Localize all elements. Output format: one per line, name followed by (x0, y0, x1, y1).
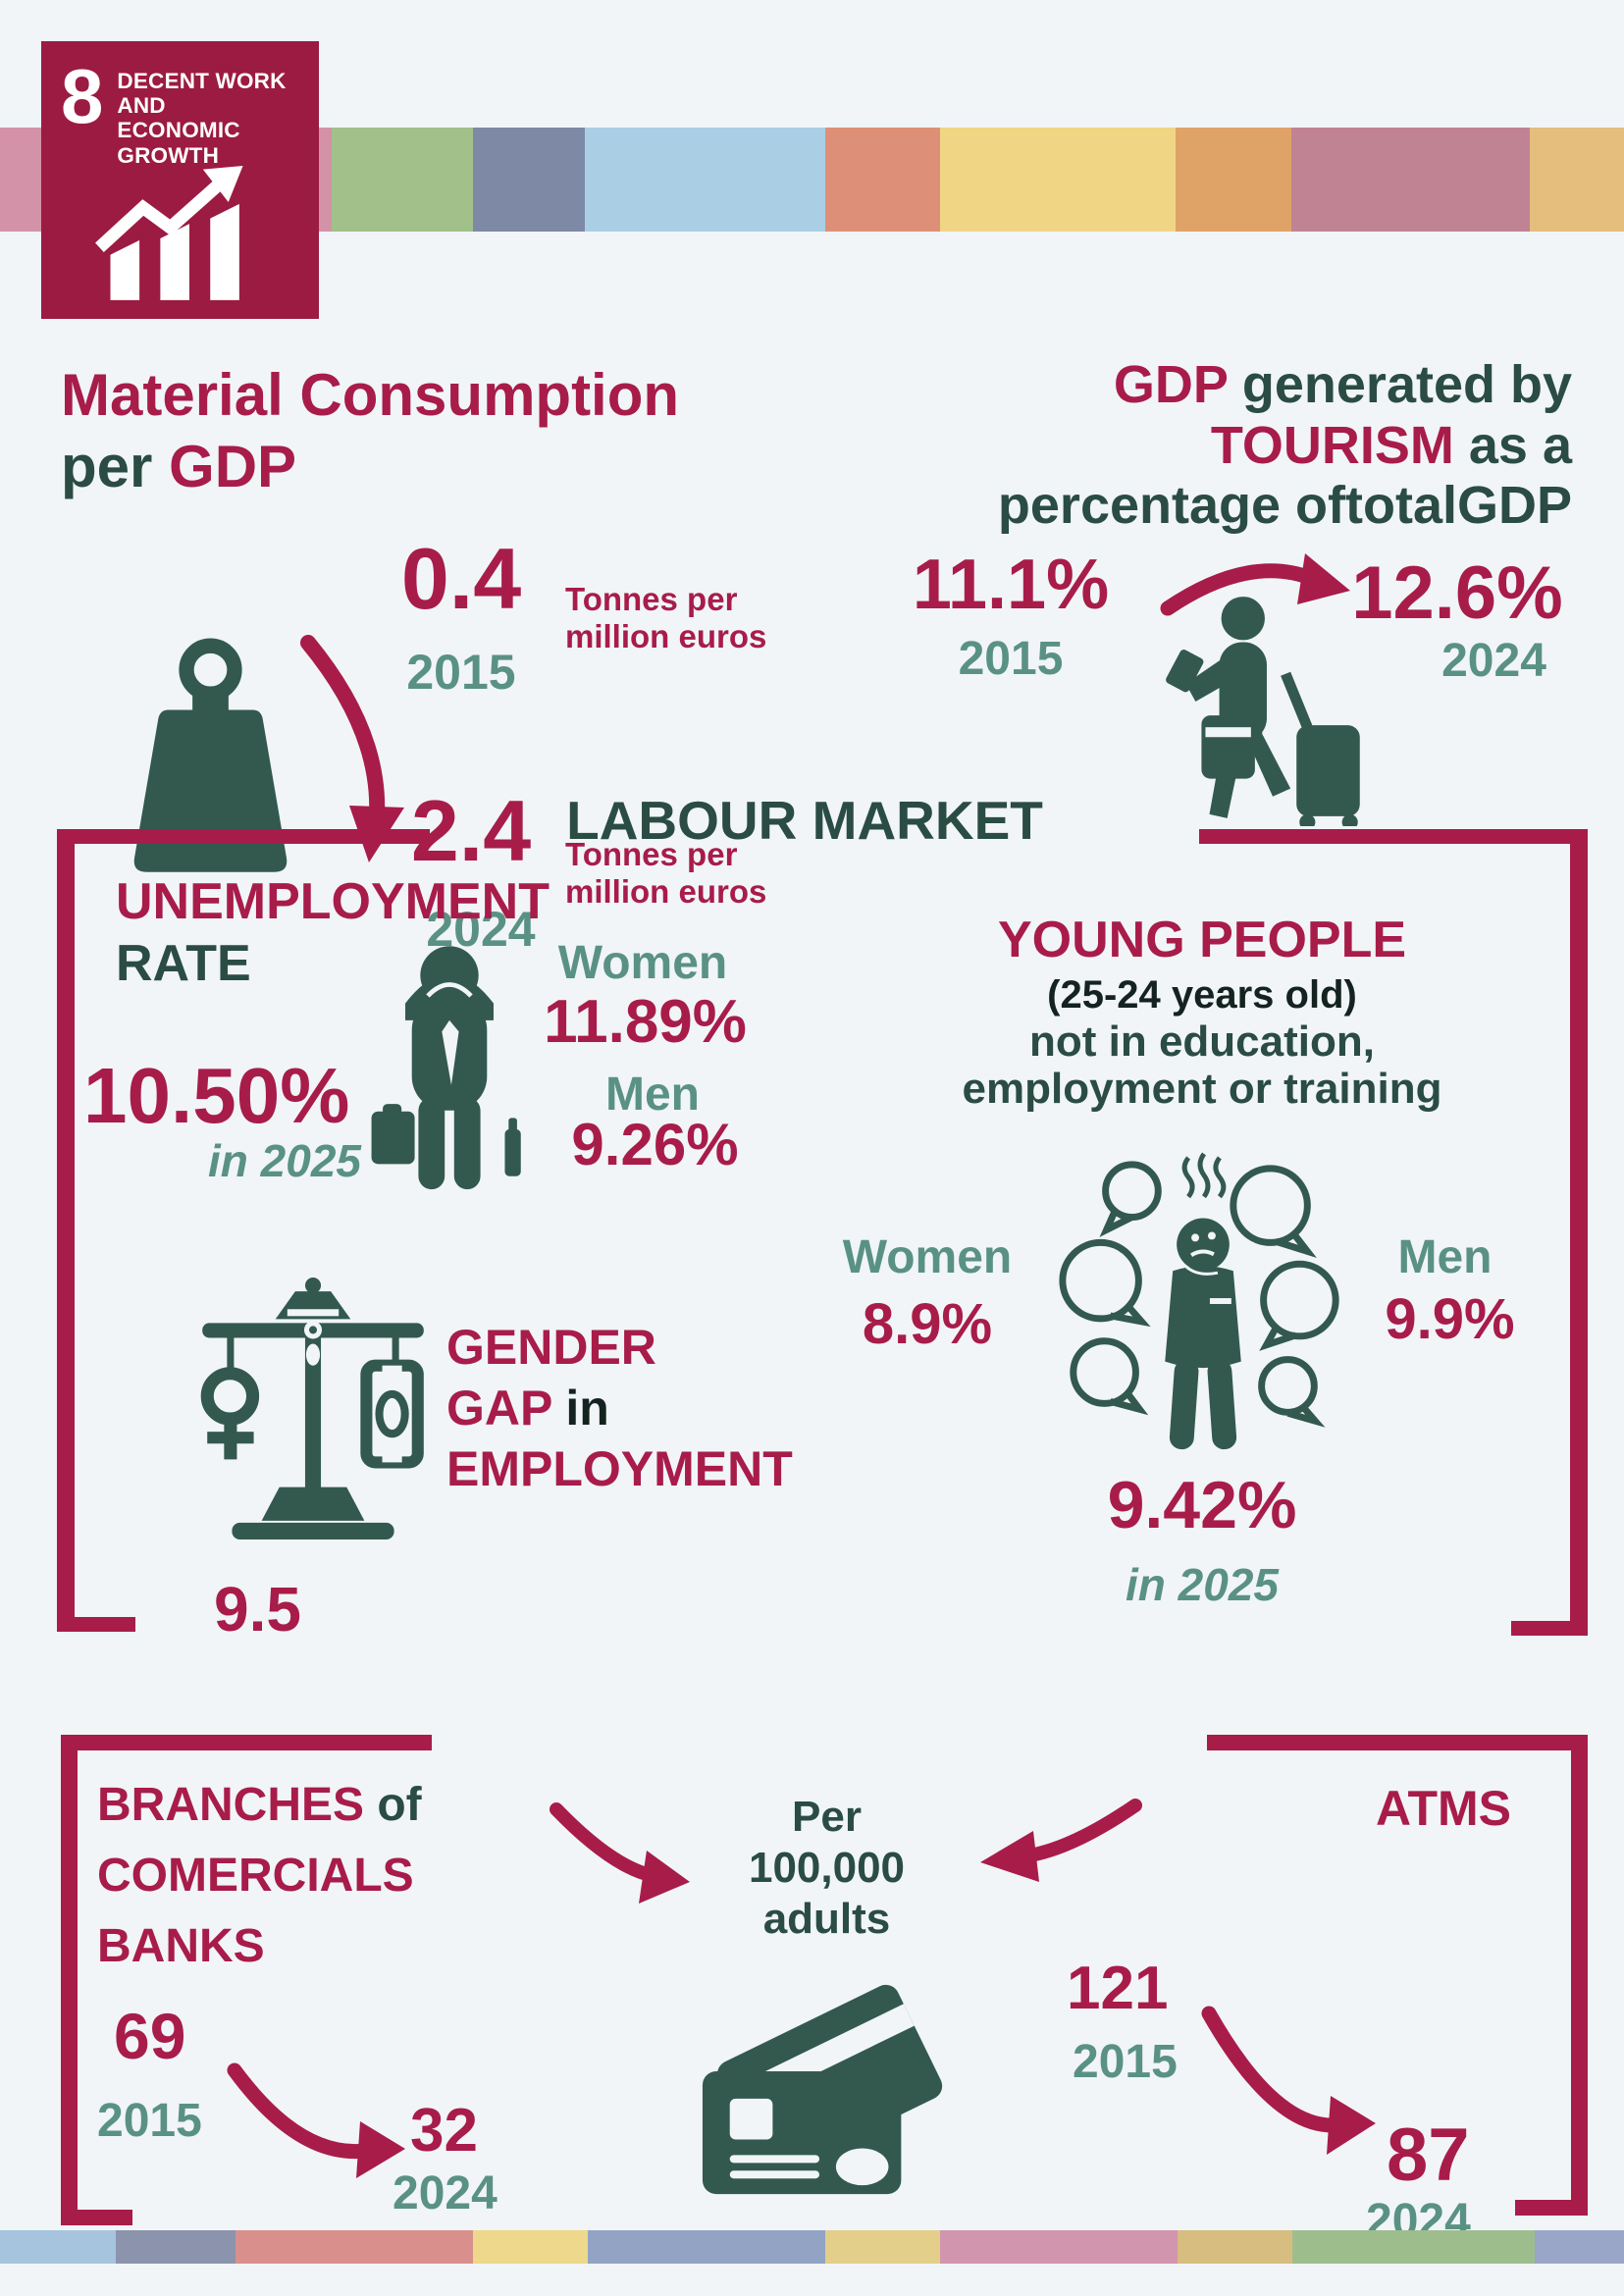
unemployment-total: 10.50% (83, 1052, 350, 1139)
unemployment-title-2: RATE (116, 935, 251, 992)
credit-cards-icon (702, 1984, 943, 2195)
top-color-strip (0, 128, 1624, 232)
atms-bracket-vertical (1571, 1735, 1588, 2216)
strip-segment (331, 128, 473, 232)
neet-line2: not in education, (1029, 1018, 1375, 1066)
unemployment-women-label: Women (557, 937, 728, 989)
labour-market-heading: LABOUR MARKET (566, 790, 1043, 851)
strip-segment (0, 2230, 116, 2264)
tourism-2015-value: 11.1% (912, 546, 1110, 624)
labour-bracket-left-vertical (57, 829, 75, 1632)
labour-bracket-right-vertical (1570, 829, 1588, 1636)
strip-segment (824, 128, 941, 232)
atms-title: ATMS (1376, 1781, 1511, 1836)
neet-women-value: 8.9% (862, 1292, 993, 1356)
material-2015-unit: Tonnes per million euros (565, 581, 767, 654)
weight-icon (133, 638, 288, 872)
labour-bracket-left-top (57, 829, 430, 844)
tourism-2024-value: 12.6% (1351, 551, 1563, 635)
banks-2015-value: 69 (114, 2000, 186, 2072)
material-2015-value: 0.4 (400, 530, 522, 627)
atms-2024-value: 87 (1387, 2113, 1470, 2197)
material-title: Material Consumption per GDP (61, 362, 680, 500)
pointer-arrow-left-icon (550, 1802, 690, 1904)
atms-bracket-bottom (1515, 2200, 1588, 2216)
tourism-title: GDP generated by TOURISM as a percentage… (997, 355, 1572, 536)
strip-segment (235, 2230, 473, 2264)
labour-bracket-right-top (1199, 829, 1588, 844)
neet-men-value: 9.9% (1385, 1287, 1515, 1351)
neet-men-label: Men (1397, 1231, 1493, 1283)
banks-2015-year: 2015 (97, 2095, 202, 2147)
neet-person-icon (1059, 1152, 1339, 1450)
neet-subtitle: (25-24 years old) (1047, 973, 1357, 1017)
unemployment-men-value: 9.26% (571, 1112, 739, 1177)
strip-segment (115, 2230, 236, 2264)
strip-segment (472, 128, 585, 232)
strip-segment (1529, 128, 1624, 232)
neet-line3: employment or training (962, 1065, 1442, 1113)
sdg-goal-number: 8 (61, 53, 104, 139)
strip-segment (588, 2230, 825, 2264)
gender-balance-icon (200, 1278, 424, 1539)
banks-2024-year: 2024 (393, 2167, 498, 2219)
strip-segment (824, 2230, 941, 2264)
banks-bracket-vertical (61, 1735, 78, 2225)
unemployment-men-label: Men (605, 1069, 700, 1121)
strip-segment (1292, 2230, 1535, 2264)
strip-segment (940, 128, 1177, 232)
strip-segment (584, 128, 825, 232)
material-2024-unit: Tonnes per million euros (565, 836, 767, 910)
labour-bracket-right-bottom (1511, 1621, 1588, 1636)
strip-segment (472, 2230, 589, 2264)
increase-arrow-icon (1160, 553, 1350, 616)
bottom-color-strip (0, 2230, 1624, 2264)
strip-segment (1290, 128, 1530, 232)
tourism-2024-year: 2024 (1441, 635, 1546, 687)
strip-segment (940, 2230, 1178, 2264)
traveler-icon (1166, 597, 1360, 826)
per-adults-label: Per 100,000 adults (748, 1793, 906, 1943)
atms-2015-year: 2015 (1073, 2036, 1178, 2088)
sdg-goal-title: DECENT WORK AND ECONOMIC GROWTH (117, 69, 287, 168)
banks-bracket-top (61, 1735, 432, 1750)
unemployment-note: in 2025 (208, 1135, 361, 1186)
pointer-arrow-right-icon (980, 1799, 1142, 1882)
strip-segment (1534, 2230, 1624, 2264)
material-2024-value: 2.4 (410, 782, 532, 879)
gender-gap-value: 9.5 (214, 1574, 301, 1644)
growth-chart-icon (95, 165, 243, 300)
neet-total: 9.42% (1107, 1468, 1297, 1542)
labour-bracket-left-bottom (57, 1617, 135, 1632)
unemployment-title-1: UNEMPLOYMENT (116, 873, 550, 930)
atms-bracket-top (1207, 1735, 1588, 1750)
unemployment-women-value: 11.89% (544, 988, 747, 1056)
strip-segment (1177, 2230, 1293, 2264)
banks-2024-value: 32 (410, 2097, 478, 2165)
atms-2015-value: 121 (1067, 1955, 1169, 2022)
banks-decrease-arrow-icon (227, 2062, 405, 2178)
banks-title: BRANCHES of COMERCIALS BANKS (97, 1779, 422, 1972)
tourism-2015-year: 2015 (958, 633, 1064, 685)
material-2024-year: 2024 (426, 902, 536, 957)
neet-note: in 2025 (1126, 1559, 1279, 1610)
strip-segment (1176, 128, 1291, 232)
atms-decrease-arrow-icon (1201, 2006, 1376, 2155)
neet-women-label: Women (842, 1231, 1013, 1283)
sdg8-badge: 8 DECENT WORK AND ECONOMIC GROWTH (41, 41, 319, 319)
gender-gap-title: GENDER GAP in EMPLOYMENT (446, 1320, 793, 1496)
unemployed-person-icon (371, 946, 521, 1190)
banks-bracket-bottom (61, 2210, 132, 2225)
neet-title: YOUNG PEOPLE (997, 912, 1407, 968)
material-2015-year: 2015 (406, 645, 516, 700)
